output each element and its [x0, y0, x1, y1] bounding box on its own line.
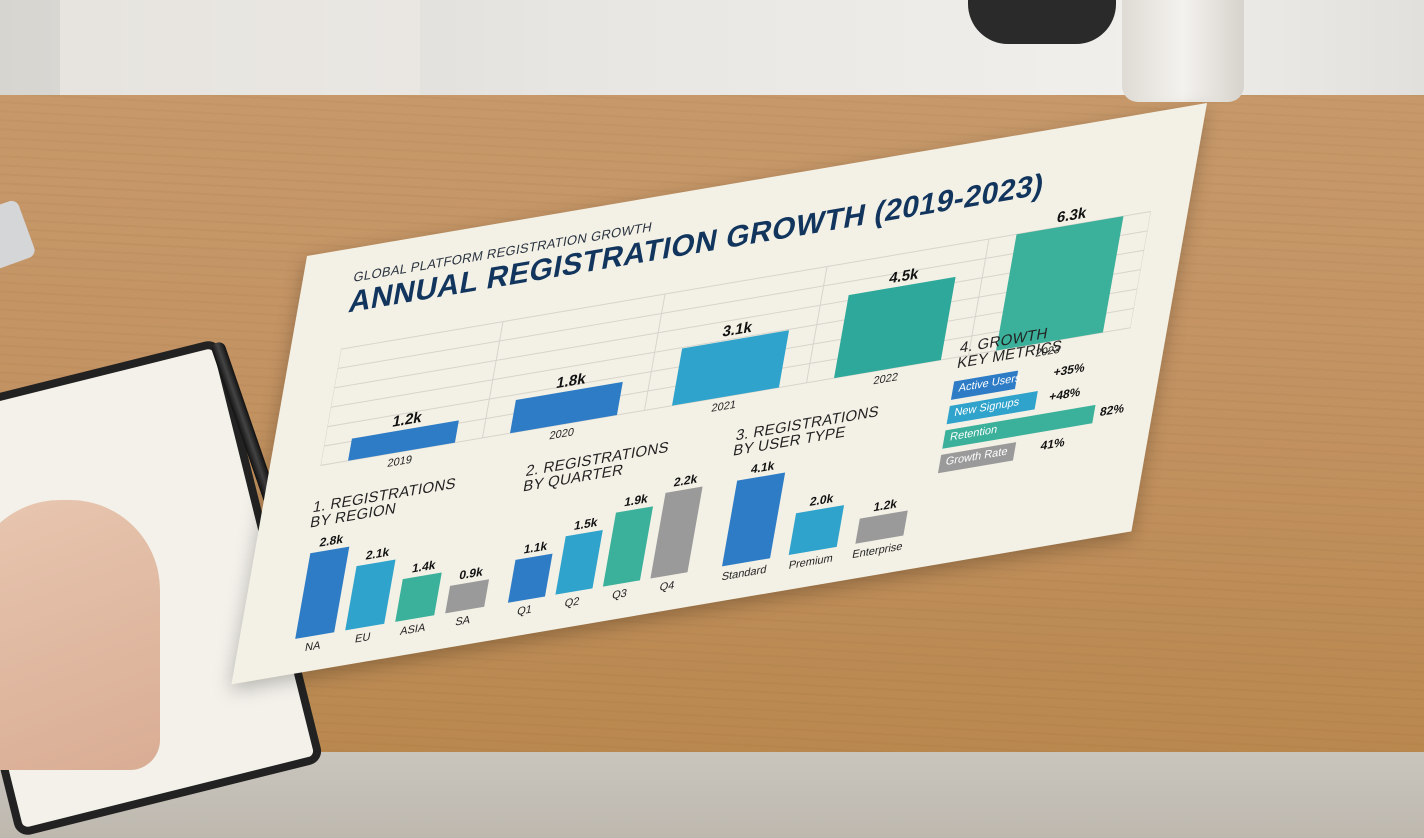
value-label: 4.5k [888, 265, 921, 287]
value-label: 1.2k [391, 409, 424, 431]
category-label: Premium [788, 553, 834, 572]
bar-q1 [507, 553, 553, 603]
bar-2020 [510, 381, 623, 434]
region-chart: 2.8k NA 2.1k EU 1.4k ASIA 0.9k SA [295, 532, 490, 655]
value-label: 1.8k [555, 370, 588, 392]
value-label: 1.1k [523, 539, 549, 557]
gridline [340, 210, 1152, 350]
category-label: 2021 [710, 399, 737, 415]
gridline [337, 230, 1148, 370]
gridline [330, 269, 1141, 408]
metric-value: +35% [1052, 360, 1087, 380]
bar-2019 [348, 420, 459, 461]
bar-na [295, 546, 350, 639]
bar-enterprise [855, 510, 908, 544]
value-label: 2.2k [673, 472, 699, 490]
value-label: 6.3k [1056, 205, 1089, 227]
value-label: 3.1k [721, 319, 754, 341]
value-label: 4.1k [750, 459, 776, 477]
white-cup [1122, 0, 1244, 102]
category-label: 2019 [386, 454, 413, 470]
black-vase [968, 0, 1116, 44]
bar-2022 [834, 276, 956, 379]
annual-growth-chart: 1.2k 2019 1.8k 2020 3.1k 2021 4.5k 2022 6.3k 2023 [319, 205, 1152, 470]
value-label: 1.4k [411, 558, 437, 576]
category-label: Q2 [564, 596, 581, 610]
gridline [967, 238, 990, 356]
metric-value: +48% [1048, 384, 1082, 405]
category-label: EU [354, 631, 371, 646]
value-label: 2.8k [319, 532, 345, 550]
category-label: 2023 [1034, 344, 1061, 360]
bar-premium [788, 505, 845, 556]
bar-q3 [602, 506, 654, 587]
value-label: 1.5k [573, 515, 599, 533]
bar-asia [395, 572, 442, 622]
category-label: Q4 [659, 579, 676, 593]
gridline [481, 321, 504, 438]
value-label: 1.9k [623, 491, 649, 509]
bar-standard [722, 472, 786, 567]
bar-q4 [650, 486, 703, 579]
bar-2023 [996, 216, 1124, 351]
metric-value: 41% [1039, 434, 1067, 454]
gridline [643, 293, 666, 411]
category-label: 2020 [548, 426, 575, 442]
bar-sa [445, 579, 490, 614]
category-label: ASIA [399, 622, 427, 638]
value-label: 0.9k [458, 565, 484, 583]
category-label: Q3 [611, 588, 628, 602]
bar-eu [345, 559, 396, 631]
category-label: Q1 [516, 604, 533, 618]
value-label: 2.1k [365, 545, 391, 563]
bar-q2 [555, 529, 603, 595]
category-label: Enterprise [851, 541, 903, 561]
window-frame [60, 0, 420, 110]
value-label: 2.0k [809, 491, 835, 509]
value-label: 1.2k [872, 496, 898, 514]
gridline [334, 249, 1145, 389]
category-label: NA [304, 640, 322, 655]
infographic-paper: GLOBAL PLATFORM REGISTRATION GROWTH ANNU… [231, 103, 1207, 685]
category-label: Standard [721, 564, 768, 584]
gridline [1129, 211, 1152, 328]
category-label: 2022 [872, 371, 899, 387]
metric-value: 82% [1098, 400, 1126, 420]
bar-2021 [672, 330, 790, 406]
quarter-chart: 1.1k Q1 1.5k Q2 1.9k Q3 2.2k Q4 [507, 472, 703, 618]
gridline [319, 349, 342, 466]
category-label: SA [454, 614, 471, 629]
hand [0, 500, 160, 770]
gridline [805, 266, 828, 383]
